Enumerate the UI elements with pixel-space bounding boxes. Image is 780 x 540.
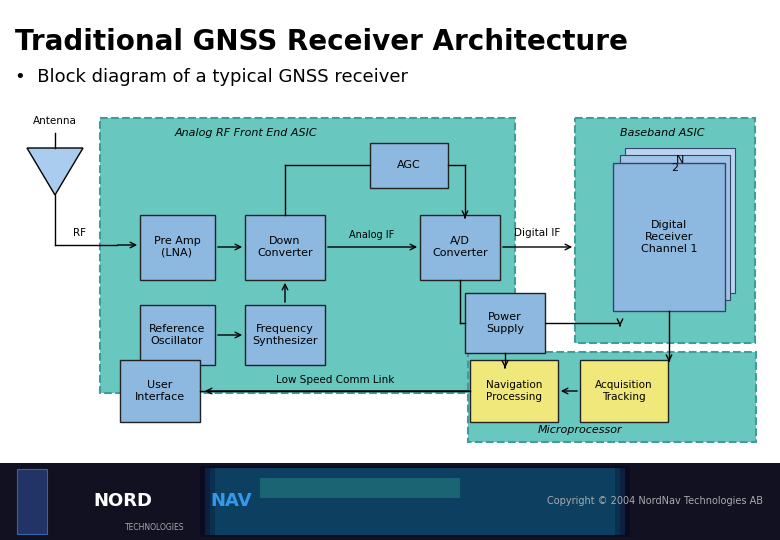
Bar [468,352,756,442]
Text: NORD: NORD [93,492,152,510]
Text: Copyright © 2004 NordNav Technologies AB: Copyright © 2004 NordNav Technologies AB [547,496,763,506]
Text: Navigation
Processing: Navigation Processing [486,380,542,402]
Text: Baseband ASIC: Baseband ASIC [620,128,704,138]
Text: Analog IF: Analog IF [349,230,395,240]
Text: Acquisition
Tracking: Acquisition Tracking [595,380,653,402]
Text: RF: RF [73,228,87,238]
Text: Analog RF Front End ASIC: Analog RF Front End ASIC [175,128,317,138]
Bar [260,478,460,498]
Bar [140,305,215,365]
Text: Microprocessor: Microprocessor [537,425,622,435]
Bar [210,468,620,535]
Bar [575,118,755,343]
Bar [370,143,448,188]
Polygon shape [27,148,83,195]
Bar [625,148,735,293]
Text: Power
Supply: Power Supply [486,312,524,334]
Bar [613,163,725,311]
Bar [580,360,668,422]
Text: N: N [675,155,684,165]
Bar [245,215,325,280]
Bar [100,118,515,393]
Bar [0,463,780,540]
Text: Digital
Receiver
Channel 1: Digital Receiver Channel 1 [640,220,697,254]
Bar [120,360,200,422]
Bar [465,293,545,353]
Text: Reference
Oscillator: Reference Oscillator [149,324,205,346]
Bar [620,155,730,300]
Bar [245,305,325,365]
Bar [420,215,500,280]
Text: Low Speed Comm Link: Low Speed Comm Link [276,375,394,385]
Text: NAV: NAV [210,492,251,510]
Bar [140,215,215,280]
Bar [215,468,615,535]
Text: Down
Converter: Down Converter [257,236,313,258]
Text: Traditional GNSS Receiver Architecture: Traditional GNSS Receiver Architecture [15,28,628,56]
Text: •  Block diagram of a typical GNSS receiver: • Block diagram of a typical GNSS receiv… [15,68,408,86]
Text: Digital IF: Digital IF [514,228,560,238]
Text: Frequency
Synthesizer: Frequency Synthesizer [252,324,317,346]
Text: Pre Amp
(LNA): Pre Amp (LNA) [154,236,200,258]
Text: Antenna: Antenna [33,116,77,126]
Text: AGC: AGC [397,160,421,170]
Text: User
Interface: User Interface [135,380,185,402]
Bar [17,469,47,534]
Text: 2: 2 [672,163,679,173]
Bar [200,466,630,537]
Bar [205,468,625,535]
Bar [470,360,558,422]
Text: TECHNOLOGIES: TECHNOLOGIES [126,523,185,532]
Text: A/D
Converter: A/D Converter [432,236,488,258]
